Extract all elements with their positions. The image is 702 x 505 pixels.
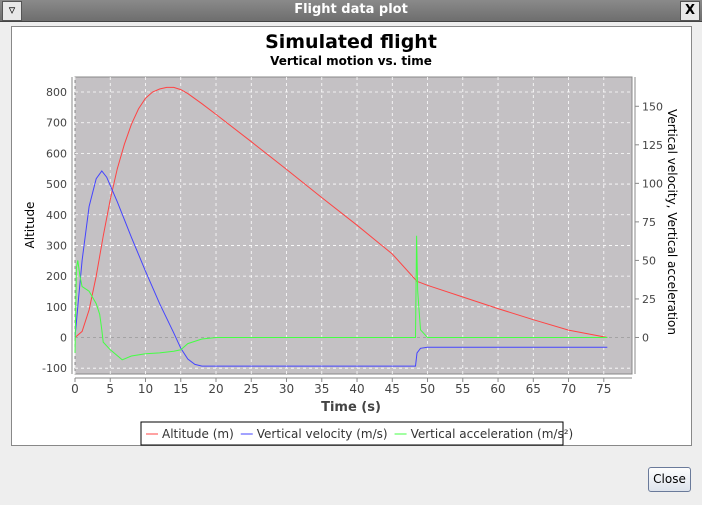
y-right-tick-label: 100 bbox=[642, 177, 663, 190]
x-tick-label: 70 bbox=[561, 382, 576, 396]
legend-item: Altitude (m) bbox=[162, 427, 234, 441]
triangle-down-icon: ▿ bbox=[8, 3, 16, 18]
y-left-tick-label: 600 bbox=[46, 147, 67, 160]
legend-item: Vertical acceleration (m/s²) bbox=[411, 427, 574, 441]
series-line bbox=[74, 86, 608, 338]
y-right-tick-label: 75 bbox=[642, 216, 656, 229]
y-left-tick-label: -100 bbox=[42, 362, 67, 375]
window-menu-button[interactable]: ▿ bbox=[2, 1, 22, 21]
y-left-tick-label: 100 bbox=[46, 301, 67, 314]
legend bbox=[140, 421, 564, 446]
y-left-tick-label: 800 bbox=[46, 86, 67, 99]
chart-subtitle: Vertical motion vs. time bbox=[270, 54, 432, 68]
x-tick-label: 60 bbox=[490, 382, 505, 396]
y-left-tick-label: 400 bbox=[46, 209, 67, 222]
x-tick-label: 55 bbox=[455, 382, 470, 396]
y-left-tick-label: 200 bbox=[46, 270, 67, 283]
close-button[interactable]: Close bbox=[648, 467, 691, 492]
x-tick-label: 65 bbox=[526, 382, 541, 396]
title-bar: ▿ Flight data plot X bbox=[0, 0, 702, 22]
x-tick-label: 45 bbox=[385, 382, 400, 396]
chart-title: Simulated flight bbox=[265, 31, 437, 53]
plot-area bbox=[74, 76, 633, 375]
x-tick-label: 50 bbox=[420, 382, 435, 396]
y-axis-right-label: Vertical velocity, Vertical acceleration bbox=[665, 109, 679, 335]
y-right-tick-label: 50 bbox=[642, 254, 656, 267]
y-left-tick-label: 500 bbox=[46, 178, 67, 191]
y-left-tick-label: 700 bbox=[46, 117, 67, 130]
series-line bbox=[74, 235, 608, 361]
y-axis-left-label: Altitude bbox=[23, 202, 37, 249]
x-icon: X bbox=[684, 3, 696, 18]
series-line bbox=[74, 170, 608, 367]
window-title: Flight data plot bbox=[294, 2, 408, 17]
window-close-button[interactable]: X bbox=[680, 1, 700, 21]
x-tick-label: 75 bbox=[596, 382, 611, 396]
x-tick-label: 15 bbox=[173, 382, 188, 396]
x-tick-label: 5 bbox=[106, 382, 114, 396]
x-tick-label: 35 bbox=[314, 382, 329, 396]
y-right-tick-label: 125 bbox=[642, 139, 663, 152]
legend-item: Vertical velocity (m/s) bbox=[257, 427, 388, 441]
x-tick-label: 10 bbox=[138, 382, 153, 396]
y-left-tick-label: 0 bbox=[60, 331, 67, 344]
x-tick-label: 30 bbox=[279, 382, 294, 396]
y-left-tick-label: 300 bbox=[46, 239, 67, 252]
y-right-tick-label: 0 bbox=[642, 331, 649, 344]
x-axis-label: Time (s) bbox=[321, 400, 381, 415]
y-right-tick-label: 25 bbox=[642, 293, 656, 306]
x-tick-label: 40 bbox=[349, 382, 364, 396]
y-right-tick-label: 150 bbox=[642, 100, 663, 113]
x-tick-label: 25 bbox=[244, 382, 259, 396]
x-tick-label: 0 bbox=[71, 382, 79, 396]
x-tick-label: 20 bbox=[208, 382, 223, 396]
